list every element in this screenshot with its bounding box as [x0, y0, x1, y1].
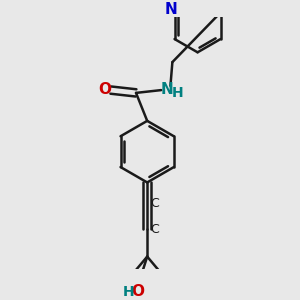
Text: O: O: [98, 82, 111, 97]
Text: N: N: [165, 2, 178, 17]
Text: N: N: [160, 82, 173, 97]
Text: H: H: [172, 86, 184, 100]
Text: H: H: [122, 285, 134, 298]
Text: C: C: [150, 223, 159, 236]
Text: O: O: [132, 284, 145, 299]
Text: C: C: [150, 197, 159, 211]
